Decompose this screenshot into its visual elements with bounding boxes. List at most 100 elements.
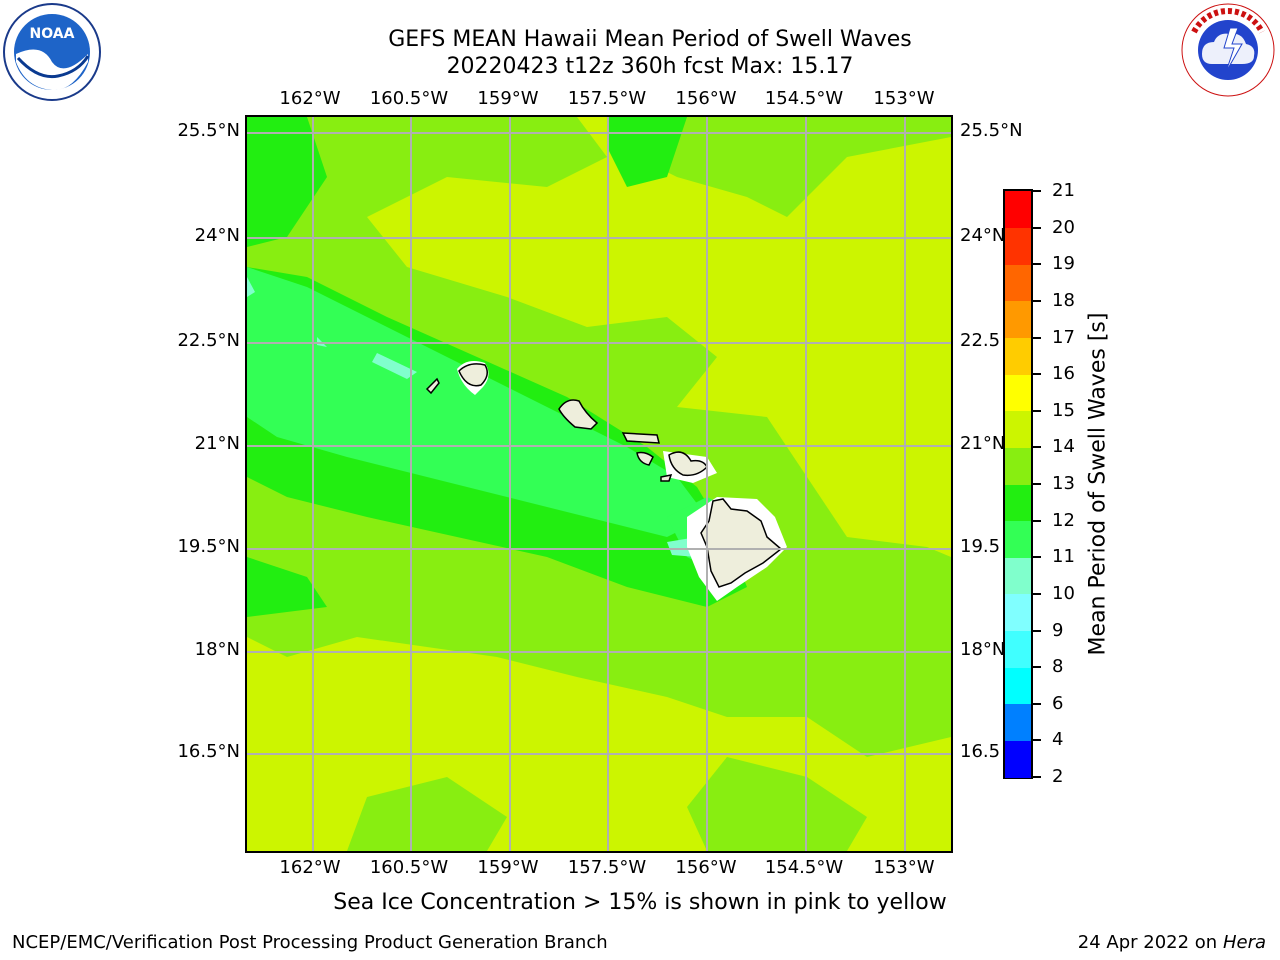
lat-label-left: 22.5°N bbox=[177, 330, 240, 351]
island-molokai bbox=[621, 432, 660, 444]
field-band-12s bbox=[247, 557, 327, 617]
colorbar bbox=[1003, 189, 1033, 779]
colorbar-segment bbox=[1005, 520, 1031, 558]
lon-label-top: 154.5°W bbox=[764, 88, 844, 109]
colorbar-segment bbox=[1005, 667, 1031, 705]
lon-label-bottom: 162°W bbox=[279, 857, 341, 878]
sea-ice-note: Sea Ice Concentration > 15% is shown in … bbox=[333, 890, 947, 915]
colorbar-label: 4 bbox=[1052, 729, 1064, 751]
footer-date: 24 Apr 2022 on Hera bbox=[1078, 932, 1266, 953]
lon-label-bottom: 154.5°W bbox=[764, 857, 844, 878]
footer-branch: NCEP/EMC/Verification Post Processing Pr… bbox=[12, 932, 608, 953]
lon-label-bottom: 160.5°W bbox=[369, 857, 449, 878]
national-weather-service-logo bbox=[1180, 2, 1276, 98]
colorbar-tick bbox=[1033, 226, 1041, 229]
lat-label-right: 25.5°N bbox=[960, 120, 1023, 141]
colorbar-label: 18 bbox=[1052, 289, 1075, 311]
colorbar-tick bbox=[1033, 776, 1041, 778]
colorbar-tick bbox=[1033, 190, 1041, 192]
lat-label-right: 19.5 bbox=[960, 536, 1001, 557]
colorbar-tick bbox=[1033, 299, 1041, 302]
colorbar-tick bbox=[1033, 483, 1041, 485]
colorbar-label: 15 bbox=[1052, 399, 1075, 421]
lon-label-top: 153°W bbox=[873, 88, 935, 109]
colorbar-segment bbox=[1005, 703, 1031, 741]
colorbar-tick bbox=[1033, 592, 1041, 595]
island-kauai bbox=[458, 363, 488, 387]
lat-label-left: 16.5°N bbox=[177, 741, 240, 762]
colorbar-label: 11 bbox=[1052, 546, 1075, 568]
colorbar-tick bbox=[1033, 519, 1041, 522]
lon-label-top: 160.5°W bbox=[369, 88, 449, 109]
lat-label-left: 25.5°N bbox=[177, 120, 240, 141]
colorbar-label: 20 bbox=[1052, 216, 1075, 238]
colorbar-segment bbox=[1005, 337, 1031, 375]
colorbar-tick bbox=[1033, 702, 1041, 705]
colorbar-segment bbox=[1005, 447, 1031, 485]
lon-label-top: 157.5°W bbox=[567, 88, 647, 109]
colorbar-label: 2 bbox=[1052, 766, 1064, 787]
colorbar-tick bbox=[1033, 629, 1041, 632]
colorbar-segment bbox=[1005, 740, 1031, 778]
field-band-12s bbox=[607, 117, 687, 187]
colorbar-tick bbox=[1033, 263, 1041, 266]
colorbar-segment bbox=[1005, 630, 1031, 668]
field-band-10s bbox=[372, 353, 417, 379]
field-band-13s bbox=[347, 777, 507, 851]
island-niihau bbox=[425, 377, 440, 395]
colorbar-tick bbox=[1033, 739, 1041, 742]
island-lanai bbox=[636, 451, 654, 466]
colorbar-segment bbox=[1005, 227, 1031, 265]
colorbar-tick bbox=[1033, 666, 1041, 669]
colorbar-tick bbox=[1033, 409, 1041, 412]
noaa-logo-text: NOAA bbox=[30, 26, 75, 42]
colorbar-tick bbox=[1033, 336, 1041, 339]
colorbar-label: 9 bbox=[1052, 619, 1064, 641]
colorbar-segment bbox=[1005, 484, 1031, 522]
colorbar-label: 17 bbox=[1052, 326, 1075, 348]
lat-label-left: 18°N bbox=[194, 639, 240, 660]
lat-label-right: 21°N bbox=[960, 433, 1006, 454]
field-band-13s bbox=[687, 757, 867, 851]
colorbar-label: 10 bbox=[1052, 582, 1075, 604]
lon-label-bottom: 153°W bbox=[873, 857, 935, 878]
swell-period-map bbox=[245, 115, 953, 853]
colorbar-label: 12 bbox=[1052, 509, 1075, 531]
colorbar-label: 19 bbox=[1052, 253, 1075, 275]
field-band-13s bbox=[607, 117, 951, 217]
colorbar-label: 21 bbox=[1052, 180, 1075, 201]
noaa-logo: NOAA bbox=[2, 2, 102, 102]
colorbar-segment bbox=[1005, 191, 1031, 229]
colorbar-tick bbox=[1033, 373, 1041, 376]
lon-label-bottom: 156°W bbox=[675, 857, 737, 878]
map-subtitle: 20220423 t12z 360h fcst Max: 15.17 bbox=[446, 54, 854, 79]
colorbar-label: 14 bbox=[1052, 436, 1075, 458]
colorbar-segment bbox=[1005, 593, 1031, 631]
colorbar-segment bbox=[1005, 410, 1031, 448]
colorbar-tick bbox=[1033, 556, 1041, 559]
lat-label-right: 16.5 bbox=[960, 741, 1001, 762]
map-title: GEFS MEAN Hawaii Mean Period of Swell Wa… bbox=[388, 27, 912, 52]
island-oahu bbox=[558, 399, 599, 430]
colorbar-title: Mean Period of Swell Waves [s] bbox=[1085, 312, 1111, 656]
lat-label-left: 24°N bbox=[194, 225, 240, 246]
colorbar-label: 8 bbox=[1052, 656, 1064, 678]
colorbar-tick bbox=[1033, 446, 1041, 449]
map-grid bbox=[247, 117, 951, 851]
colorbar-label: 13 bbox=[1052, 473, 1075, 494]
colorbar-segment bbox=[1005, 264, 1031, 302]
island-kahoolawe bbox=[660, 474, 673, 482]
lat-label-right: 22.5 bbox=[960, 330, 1001, 351]
lat-label-left: 19.5°N bbox=[177, 536, 240, 557]
field-band-12s bbox=[247, 117, 327, 247]
footer-host: Hera bbox=[1222, 932, 1266, 953]
map-canvas bbox=[247, 117, 951, 851]
lon-label-top: 162°W bbox=[279, 88, 341, 109]
field-band-10s bbox=[247, 277, 255, 297]
colorbar-label: 16 bbox=[1052, 363, 1075, 385]
lon-label-top: 156°W bbox=[675, 88, 737, 109]
field-band-11s bbox=[247, 267, 707, 537]
lat-label-right: 18°N bbox=[960, 639, 1006, 660]
colorbar-label: 6 bbox=[1052, 692, 1064, 714]
island-hawaii bbox=[700, 498, 783, 588]
